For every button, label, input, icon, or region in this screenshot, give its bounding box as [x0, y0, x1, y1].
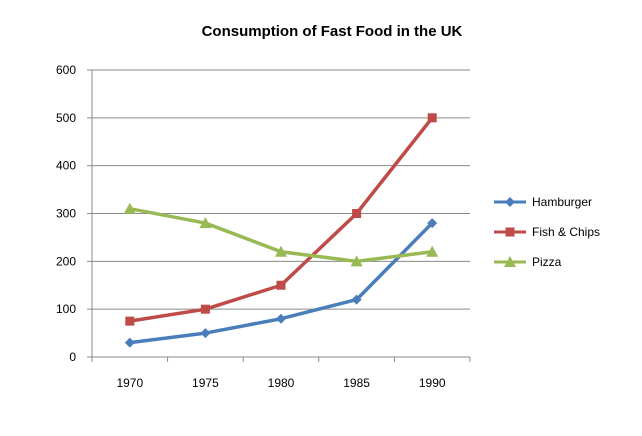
legend-item-hamburger: Hamburger	[494, 195, 592, 209]
data-point-fish-chips	[427, 113, 437, 123]
data-point-pizza	[350, 255, 363, 267]
data-point-pizza	[426, 245, 439, 257]
y-tick-label: 400	[56, 159, 76, 173]
legend-marker	[505, 227, 515, 237]
data-point-hamburger	[351, 294, 362, 305]
y-tick-label: 200	[56, 254, 76, 268]
data-point-hamburger	[427, 218, 438, 229]
data-point-hamburger	[124, 337, 135, 348]
series-layer	[123, 113, 439, 348]
x-tick-label: 1980	[268, 376, 295, 390]
legend-item-fish-chips: Fish & Chips	[494, 225, 600, 239]
legend-label: Pizza	[532, 255, 562, 269]
legend: Hamburger Fish & Chips Pizza	[494, 195, 600, 269]
y-tick-label: 600	[56, 63, 76, 77]
data-point-pizza	[275, 245, 287, 257]
data-point-pizza	[123, 202, 136, 214]
legend-marker	[504, 256, 516, 267]
series-fish-chips	[125, 113, 437, 326]
y-tick-label: 300	[56, 207, 76, 221]
x-tick-label: 1990	[419, 376, 446, 390]
x-tick-label: 1970	[116, 376, 143, 390]
data-point-fish-chips	[200, 304, 210, 314]
data-point-fish-chips	[125, 316, 135, 326]
data-point-fish-chips	[276, 280, 286, 290]
x-tick-label: 1975	[192, 376, 219, 390]
y-tick-label: 500	[56, 111, 76, 125]
x-tick-label: 1985	[343, 376, 370, 390]
y-tick-label: 0	[69, 350, 76, 364]
legend-label: Hamburger	[532, 195, 592, 209]
series-pizza	[123, 202, 439, 267]
legend-marker	[505, 197, 515, 207]
legend-label: Fish & Chips	[532, 225, 600, 239]
data-point-fish-chips	[352, 209, 362, 218]
grid-layer	[92, 69, 470, 310]
series-hamburger	[124, 218, 438, 348]
legend-item-pizza: Pizza	[494, 255, 562, 269]
axis-layer: 0 100 200 300 400 500 600 1970 1975 1980 1985 1990	[56, 63, 471, 390]
data-point-hamburger	[200, 328, 211, 339]
chart-title: Consumption of Fast Food in the UK	[202, 23, 463, 40]
data-point-pizza	[199, 217, 212, 229]
y-tick-label: 100	[56, 302, 76, 316]
series-line-fish-chips	[128, 116, 434, 323]
data-point-hamburger	[276, 313, 286, 324]
